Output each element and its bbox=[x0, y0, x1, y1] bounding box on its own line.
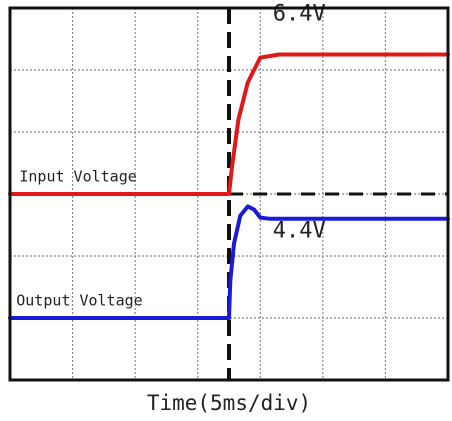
markers bbox=[227, 8, 448, 380]
labels: 6.4V 4.4V Input Voltage Output Voltage bbox=[16, 1, 326, 309]
annotation-output-peak: 4.4V bbox=[273, 218, 326, 243]
annotation-input-peak: 6.4V bbox=[273, 1, 326, 26]
plot-frame bbox=[8, 6, 450, 382]
output-voltage-trace bbox=[8, 204, 450, 320]
series-label-output: Output Voltage bbox=[16, 292, 142, 310]
input-voltage-trace bbox=[8, 52, 450, 196]
traces bbox=[8, 52, 450, 320]
x-axis-label: Time(5ms/div) bbox=[147, 391, 311, 415]
series-label-input: Input Voltage bbox=[19, 168, 136, 186]
